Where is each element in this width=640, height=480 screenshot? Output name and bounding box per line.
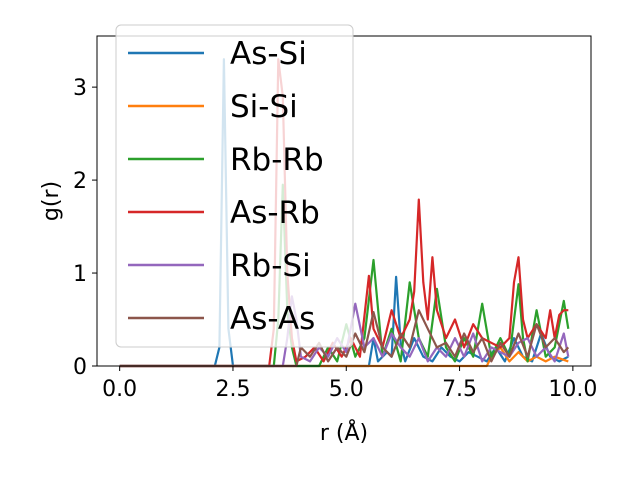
x-tick-label: 5.0 bbox=[329, 377, 364, 402]
y-ticks: 0 1 2 3 bbox=[73, 76, 97, 380]
legend-label: Rb-Si bbox=[230, 248, 311, 284]
legend-label: As-As bbox=[230, 301, 315, 337]
x-ticks: 0.0 2.5 5.0 7.5 10.0 bbox=[102, 366, 597, 402]
y-tick-label: 3 bbox=[73, 76, 87, 101]
series-line-as-as bbox=[119, 309, 570, 368]
legend: As-Si Si-Si Rb-Rb As-Rb Rb-Si As-As bbox=[115, 24, 354, 348]
x-tick-label: 10.0 bbox=[548, 377, 597, 402]
y-tick-label: 0 bbox=[73, 355, 87, 380]
series-line-as-rb bbox=[119, 58, 569, 368]
x-tick-label: 2.5 bbox=[215, 377, 250, 402]
legend-label: As-Rb bbox=[230, 195, 320, 231]
y-axis-label: g(r) bbox=[39, 181, 64, 221]
legend-box bbox=[115, 24, 354, 348]
x-axis-label: r (Å) bbox=[320, 419, 368, 446]
legend-label: Si-Si bbox=[230, 89, 298, 125]
series-line-rb-si bbox=[119, 295, 570, 368]
x-tick-label: 0.0 bbox=[102, 377, 137, 402]
y-tick-label: 2 bbox=[73, 169, 87, 194]
legend-label: Rb-Rb bbox=[230, 142, 324, 178]
y-tick-label: 1 bbox=[73, 262, 87, 287]
legend-label: As-Si bbox=[230, 36, 307, 72]
x-tick-label: 7.5 bbox=[442, 377, 477, 402]
